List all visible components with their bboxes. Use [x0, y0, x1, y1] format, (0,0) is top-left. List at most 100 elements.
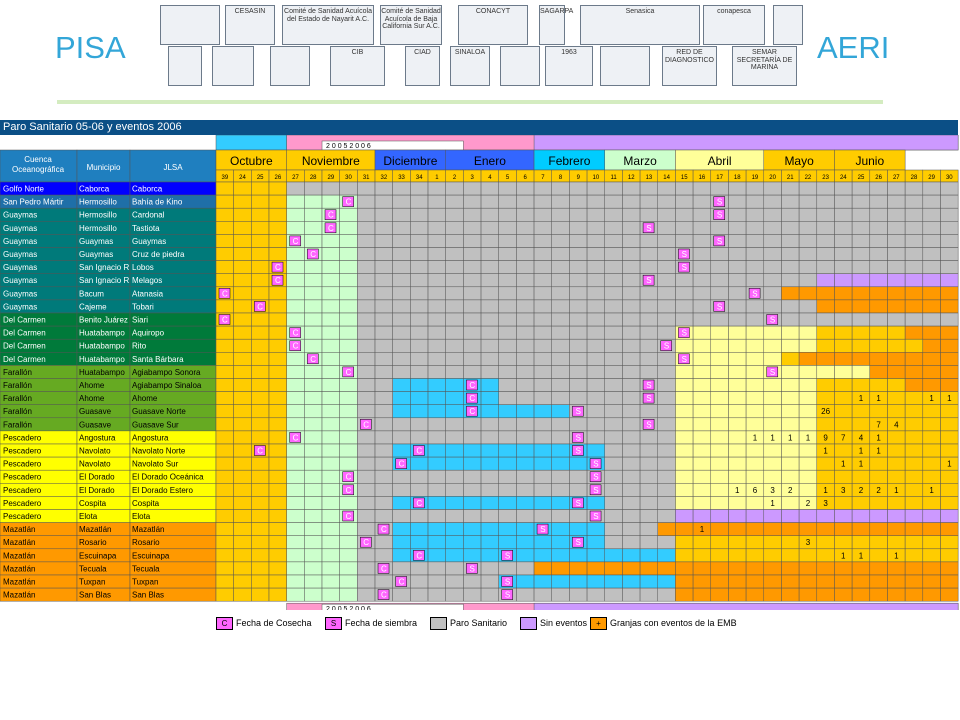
grid-cell — [763, 509, 782, 523]
grid-cell — [427, 312, 446, 327]
grid-cell — [569, 391, 588, 405]
week-label: 30 — [345, 175, 352, 181]
header-jlsa — [129, 149, 217, 183]
mark-label: C — [310, 355, 316, 364]
grid-cell — [781, 535, 800, 550]
grid-cell — [392, 312, 411, 327]
grid-cell — [834, 312, 853, 327]
grid-cell — [445, 404, 464, 419]
mark-siembra — [766, 366, 779, 378]
grid-cell — [357, 365, 376, 379]
grid-cell — [851, 207, 871, 222]
grid-cell — [869, 286, 888, 301]
grid-cell — [904, 456, 924, 471]
grid-cell — [798, 247, 818, 261]
row-cuenca-text: Guaymas — [3, 263, 37, 272]
grid-cell — [339, 417, 358, 432]
grid-cell — [427, 181, 446, 196]
grid-cell — [233, 417, 252, 432]
grid-cell — [781, 469, 800, 484]
grid-cell — [427, 522, 446, 536]
grid-cell — [480, 417, 499, 432]
grid-cell — [586, 325, 605, 340]
mark-cosecha — [271, 274, 284, 286]
grid-cell — [922, 378, 941, 392]
row-jlsa-text: Siari — [132, 316, 148, 325]
row-cuenca-text: Mazatlán — [3, 551, 35, 560]
grid-cell — [728, 312, 747, 327]
week-label: 33 — [398, 175, 405, 181]
mark-label: S — [646, 224, 651, 233]
grid-cell — [692, 378, 712, 392]
grid-cell — [533, 273, 552, 288]
grid-cell — [869, 247, 888, 261]
grid-cell — [657, 247, 676, 261]
grid-cell — [816, 535, 835, 550]
row-cuenca-text: Guaymas — [3, 237, 37, 246]
grid-cell — [904, 443, 924, 458]
grid-cell — [304, 483, 323, 497]
grid-cell — [622, 587, 641, 602]
event-count: 1 — [753, 433, 758, 442]
grid-cell — [728, 207, 747, 222]
row-cuenca-text: Mazatlán — [3, 578, 35, 587]
grid-cell — [922, 181, 941, 196]
logo-text: SINALOA — [454, 49, 486, 56]
grid-cell — [569, 548, 588, 563]
grid-cell — [869, 299, 888, 314]
grid-cell — [851, 522, 871, 536]
grid-cell — [710, 417, 729, 432]
grid-cell — [251, 548, 270, 563]
grid-cell — [251, 587, 270, 602]
grid-cell — [463, 417, 482, 432]
grid-cell — [569, 574, 588, 589]
mark-cosecha — [218, 288, 231, 299]
grid-cell — [639, 352, 659, 366]
grid-cell — [763, 286, 782, 301]
coat-of-arms-logo — [212, 46, 254, 86]
grid-cell — [904, 338, 924, 353]
event-count: 2 — [788, 486, 793, 495]
grid-cell — [834, 469, 853, 484]
grid-cell — [480, 338, 499, 353]
grid-cell — [869, 273, 888, 288]
grid-cell — [339, 574, 358, 589]
mark-cosecha — [324, 222, 337, 234]
grid-cell — [798, 469, 818, 484]
grid-cell — [551, 456, 570, 471]
grid-cell — [533, 299, 552, 314]
grid-cell — [728, 404, 747, 419]
grid-cell — [392, 247, 411, 261]
grid-cell — [692, 338, 712, 353]
grid-cell — [480, 496, 499, 510]
grid-cell — [339, 496, 358, 510]
grid-cell — [233, 561, 252, 576]
sagarpa-logo: SAGARPA — [539, 5, 573, 45]
grid-cell — [215, 391, 234, 405]
grid-cell — [834, 325, 853, 340]
grid-cell — [586, 561, 605, 576]
grid-cell — [834, 194, 853, 209]
bottom-year-box — [321, 603, 464, 610]
grid-cell — [745, 260, 765, 274]
mark-label: S — [682, 250, 687, 259]
grid-cell — [798, 194, 818, 209]
grid-cell — [321, 535, 340, 550]
grid-cell — [427, 391, 446, 405]
grid-cell — [392, 207, 411, 222]
grid-cell — [763, 469, 782, 484]
grid-cell — [745, 456, 765, 471]
grid-cell — [904, 260, 924, 274]
row-municipio-text: Huatabampo — [79, 342, 125, 351]
grid-cell — [728, 247, 747, 261]
grid-cell — [622, 207, 641, 222]
grid-cell — [339, 207, 358, 222]
grid-cell — [427, 430, 446, 445]
grid-cell — [516, 194, 535, 209]
grid-cell — [851, 496, 871, 510]
grid-cell — [215, 247, 234, 261]
row-jlsa-text: Agiabampo Sinaloa — [132, 381, 202, 390]
row-municipio-text: Rosario — [79, 538, 107, 547]
grid-cell — [851, 469, 871, 484]
grid-cell — [321, 286, 340, 301]
